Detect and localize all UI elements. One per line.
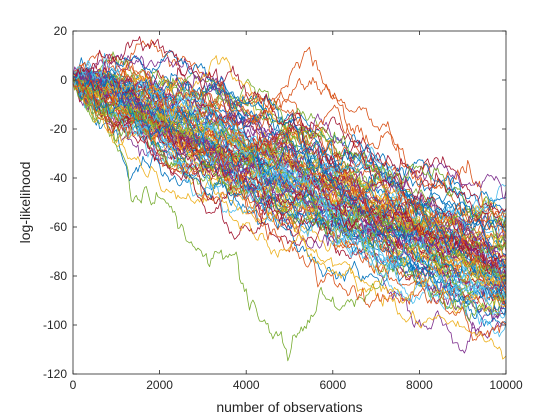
x-axis-label: number of observations (216, 399, 362, 415)
series-line-89 (72, 71, 507, 254)
series-line-83 (72, 79, 507, 277)
y-tick-label-6: -100 (43, 318, 67, 332)
series-line-99 (72, 76, 507, 267)
series-line-59 (72, 82, 507, 360)
y-tick-label-7: -120 (43, 367, 67, 381)
series-line-98 (72, 36, 507, 221)
x-tick-label-4: 8000 (406, 378, 433, 392)
series-line-86 (72, 78, 507, 306)
y-tick-label-3: -40 (50, 171, 68, 185)
series-line-77 (72, 67, 507, 252)
y-tick-label-1: 0 (60, 73, 67, 87)
series-line-12 (72, 70, 507, 362)
series-line-93 (72, 76, 507, 341)
series-line-100 (72, 75, 507, 288)
plot-frame (72, 30, 507, 375)
x-tick-label-3: 6000 (319, 378, 346, 392)
ticks-group: 0 2000 4000 6000 8000 10000 20 0 -20 -40 -60 -80 -10… (43, 24, 523, 392)
y-tick-label-4: -60 (50, 220, 68, 234)
y-tick-label-0: 20 (54, 24, 68, 38)
series-line-66 (72, 55, 507, 282)
series-line-68 (72, 73, 507, 279)
series-line-85 (72, 72, 507, 240)
y-axis-label: log-likelihood (17, 162, 33, 244)
x-tick-label-1: 2000 (146, 378, 173, 392)
x-tick-label-2: 4000 (233, 378, 260, 392)
x-tick-label-5: 10000 (489, 378, 523, 392)
series-line-97 (72, 52, 507, 319)
series-line-73 (72, 74, 507, 289)
series-line-81 (72, 66, 507, 265)
series-group (72, 36, 507, 362)
series-line-60 (72, 56, 507, 243)
y-tick-label-5: -80 (50, 269, 68, 283)
series-line-92 (72, 70, 507, 304)
series-line-94 (72, 75, 507, 314)
series-line-91 (72, 76, 507, 272)
series-line-88 (72, 72, 507, 296)
y-tick-label-2: -20 (50, 122, 68, 136)
x-tick-label-0: 0 (70, 378, 77, 392)
